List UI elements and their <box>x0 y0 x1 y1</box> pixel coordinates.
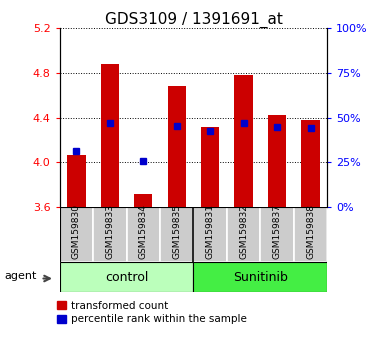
Bar <box>134 194 152 207</box>
Bar <box>193 262 327 292</box>
Text: control: control <box>105 270 148 284</box>
Text: GSM159833: GSM159833 <box>105 204 114 259</box>
Bar <box>60 207 93 262</box>
Bar <box>227 207 260 262</box>
Bar <box>93 207 127 262</box>
Bar <box>67 155 85 207</box>
Text: GSM159835: GSM159835 <box>172 204 181 259</box>
Title: GDS3109 / 1391691_at: GDS3109 / 1391691_at <box>104 12 283 28</box>
Bar <box>127 207 160 262</box>
Text: Sunitinib: Sunitinib <box>233 270 288 284</box>
Text: GSM159831: GSM159831 <box>206 204 215 259</box>
Bar <box>160 207 194 262</box>
Text: GSM159837: GSM159837 <box>273 204 281 259</box>
Bar <box>201 127 219 207</box>
Bar <box>268 115 286 207</box>
Text: GSM159832: GSM159832 <box>239 204 248 259</box>
Legend: transformed count, percentile rank within the sample: transformed count, percentile rank withi… <box>57 301 247 325</box>
Bar <box>301 120 320 207</box>
Bar <box>167 86 186 207</box>
Bar <box>260 207 294 262</box>
Bar <box>294 207 327 262</box>
Bar <box>234 75 253 207</box>
Text: agent: agent <box>5 270 37 280</box>
Bar <box>60 262 193 292</box>
Text: GSM159830: GSM159830 <box>72 204 81 259</box>
Text: GSM159838: GSM159838 <box>306 204 315 259</box>
Bar <box>193 207 227 262</box>
Bar <box>100 64 119 207</box>
Text: GSM159834: GSM159834 <box>139 204 148 259</box>
